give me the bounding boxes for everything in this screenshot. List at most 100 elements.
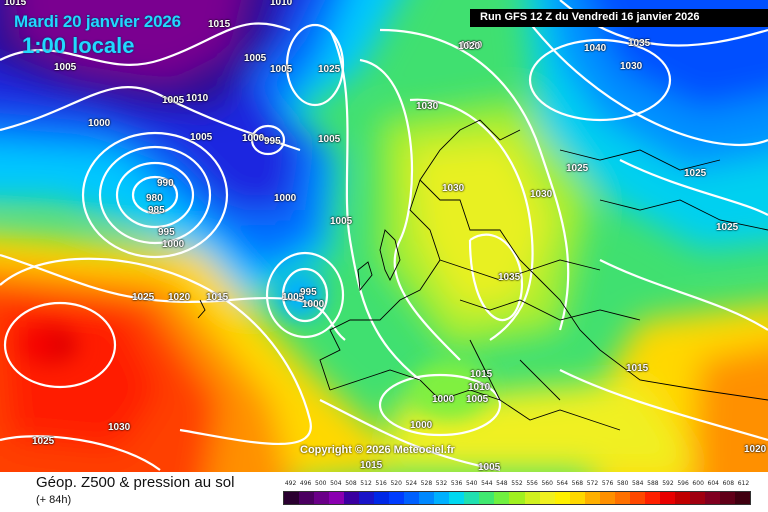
isobar-label: 1005 xyxy=(478,462,501,472)
isobar-label: 1030 xyxy=(442,183,465,194)
isobar-label: 1005 xyxy=(54,62,77,73)
legend-label: 516 xyxy=(375,480,387,487)
legend-label: 584 xyxy=(632,480,644,487)
legend-label: 568 xyxy=(571,480,584,487)
legend-label: 608 xyxy=(722,480,735,487)
weather-map: Mardi 20 janvier 2026 1:00 locale Run GF… xyxy=(0,0,768,472)
copyright-notice: Copyright © 2026 Meteociel.fr xyxy=(300,444,455,456)
legend-swatch xyxy=(599,492,615,504)
isobar-label: 1005 xyxy=(270,64,293,75)
legend-swatch xyxy=(584,492,600,504)
isobar-label: 1005 xyxy=(466,394,489,405)
isobar-label: 1000 xyxy=(88,118,111,129)
isobar-label: 1000 xyxy=(432,394,455,405)
isobar-label: 1030 xyxy=(620,61,643,72)
lead-time: (+ 84h) xyxy=(36,494,72,506)
legend-label: 604 xyxy=(707,480,719,487)
legend-swatch xyxy=(494,492,510,504)
legend-swatch xyxy=(389,492,405,504)
legend-label: 560 xyxy=(541,480,553,487)
run-banner xyxy=(470,9,768,27)
isobar-label: 1005 xyxy=(330,216,353,227)
legend-label: 576 xyxy=(601,480,614,487)
isobar-label: 1000 xyxy=(274,193,297,204)
isobar-label: 1015 xyxy=(4,0,27,8)
legend-swatch xyxy=(464,492,480,504)
legend-label: 572 xyxy=(586,480,599,487)
legend-label: 596 xyxy=(677,480,689,487)
geopotential-field xyxy=(0,0,768,472)
legend-swatch xyxy=(284,492,300,504)
coastlines xyxy=(197,119,768,431)
isobar-label: 1015 xyxy=(626,363,649,374)
isobar-label: 1005 xyxy=(282,292,305,303)
isobar-label: 1005 xyxy=(190,132,213,143)
legend-swatch xyxy=(719,492,735,504)
legend-swatch xyxy=(644,492,660,504)
legend-label: 500 xyxy=(315,480,327,487)
isobar-label: 1030 xyxy=(416,101,439,112)
legend-label: 512 xyxy=(360,480,372,487)
legend-swatch xyxy=(404,492,420,504)
isobar-label: 1025 xyxy=(132,292,155,303)
legend-label: 508 xyxy=(345,480,357,487)
isobar-label: 995 xyxy=(158,227,175,238)
legend-swatch xyxy=(314,492,330,504)
isobar-label: 1010 xyxy=(186,93,209,104)
legend-swatch xyxy=(524,492,540,504)
footer-bar: Géop. Z500 & pression au sol (+ 84h) 492… xyxy=(0,472,768,512)
isobar-label: 1015 xyxy=(208,19,231,30)
isobar-label: 990 xyxy=(157,178,174,189)
color-legend: 492 496 500 504 508 512 516 520 524 528 532 536 540 5… xyxy=(283,480,751,508)
isobar-label: 1025 xyxy=(318,64,341,75)
legend-label: 492 xyxy=(284,480,297,487)
isobar-label: 1020 xyxy=(744,444,767,455)
isobar-label: 1025 xyxy=(716,222,739,233)
isobar-label: 1010 xyxy=(468,382,491,393)
isobar-label: 1015 xyxy=(206,292,229,303)
isobar-label: 1030 xyxy=(108,422,131,433)
legend-bar xyxy=(283,491,751,505)
legend-label: 600 xyxy=(692,480,704,487)
legend-label: 564 xyxy=(556,480,569,487)
isobar-label: 1005 xyxy=(162,95,185,106)
legend-label: 496 xyxy=(299,480,312,487)
isobar-label: 1015 xyxy=(360,460,383,471)
legend-swatch xyxy=(359,492,375,504)
legend-swatch xyxy=(734,492,750,504)
legend-swatch xyxy=(344,492,360,504)
isobar-label: 995 xyxy=(300,287,317,298)
run-info: Run GFS 12 Z du Vendredi 16 janvier 2026 xyxy=(480,11,700,23)
legend-label: 556 xyxy=(526,480,538,487)
legend-label: 544 xyxy=(481,480,493,487)
isobar-label: 1010 xyxy=(270,0,293,8)
isobar-label: 1000 xyxy=(162,239,185,250)
local-time: 1:00 locale xyxy=(22,33,135,58)
isobar-label: 1000 xyxy=(242,133,265,144)
legend-swatch xyxy=(689,492,705,504)
legend-label: 504 xyxy=(330,480,342,487)
legend-swatch xyxy=(509,492,525,504)
isobar-label: 980 xyxy=(146,193,163,204)
legend-swatch xyxy=(374,492,390,504)
legend-label: 580 xyxy=(616,480,629,487)
isobar-label: 1025 xyxy=(684,168,707,179)
legend-label: 520 xyxy=(390,480,402,487)
legend-label: 592 xyxy=(662,480,674,487)
isobar-label: 1035 xyxy=(628,38,651,49)
legend-swatch xyxy=(329,492,345,504)
legend-swatch xyxy=(434,492,450,504)
isobar-label: 1020 xyxy=(168,292,191,303)
legend-swatch xyxy=(629,492,645,504)
isobar-label: 995 xyxy=(264,136,281,147)
legend-swatch xyxy=(704,492,720,504)
forecast-date: Mardi 20 janvier 2026 xyxy=(14,12,181,31)
legend-label: 612 xyxy=(737,480,750,487)
isobar-label: 1025 xyxy=(32,436,55,447)
legend-swatch xyxy=(299,492,315,504)
legend-swatch xyxy=(659,492,675,504)
legend-label: 524 xyxy=(405,480,418,487)
legend-label: 536 xyxy=(450,480,463,487)
isobar-label: 1025 xyxy=(566,163,589,174)
legend-label: 540 xyxy=(465,480,478,487)
